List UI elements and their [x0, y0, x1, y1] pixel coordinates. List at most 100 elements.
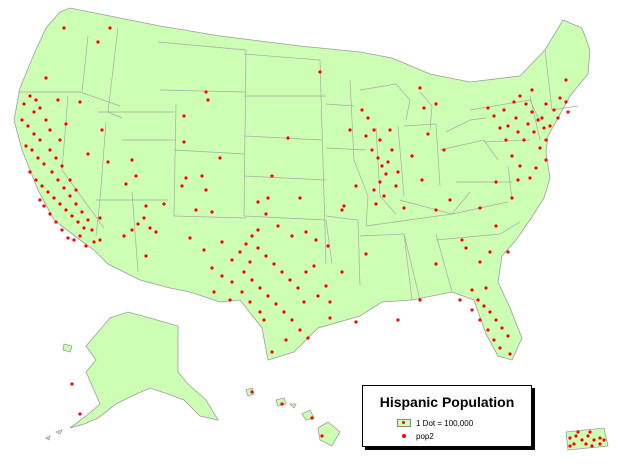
- population-dot: [528, 176, 532, 180]
- population-dot: [212, 290, 216, 294]
- population-dot: [530, 110, 534, 114]
- population-dot: [230, 280, 234, 284]
- population-dot: [516, 178, 520, 182]
- population-dot: [328, 300, 332, 304]
- population-dot: [518, 164, 522, 168]
- population-dot: [78, 234, 82, 238]
- population-dot: [492, 114, 496, 118]
- population-dot: [290, 318, 294, 322]
- population-dot: [264, 212, 268, 216]
- population-dot: [276, 224, 280, 228]
- population-dot: [348, 128, 352, 132]
- population-dot: [290, 234, 294, 238]
- population-dot: [506, 250, 510, 254]
- population-dot: [58, 202, 62, 206]
- population-dot: [556, 116, 560, 120]
- population-dot: [262, 318, 266, 322]
- population-dot: [54, 156, 58, 160]
- population-dot: [576, 430, 580, 434]
- population-dot: [70, 382, 74, 386]
- population-dot: [22, 102, 26, 106]
- population-dot: [256, 246, 260, 250]
- population-dot: [506, 334, 510, 338]
- population-dot: [378, 180, 382, 184]
- population-dot: [218, 156, 222, 160]
- population-dot: [380, 164, 384, 168]
- population-dot: [568, 436, 572, 440]
- puerto-rico: [565, 427, 609, 451]
- population-dot: [220, 240, 224, 244]
- population-dot: [514, 116, 518, 120]
- population-dot: [548, 124, 552, 128]
- population-dot: [386, 160, 390, 164]
- great-lakes-outline: [359, 83, 487, 133]
- population-dot: [74, 188, 78, 192]
- population-dot: [256, 200, 260, 204]
- legend-box: Hispanic Population 1 Dot = 100,000 pop2: [362, 385, 532, 447]
- population-dot: [584, 442, 588, 446]
- population-dot: [448, 198, 452, 202]
- population-dot: [434, 262, 438, 266]
- population-dot: [538, 146, 542, 150]
- population-dot: [602, 438, 606, 442]
- population-dot: [242, 270, 246, 274]
- population-dot: [34, 178, 38, 182]
- population-dot: [32, 110, 36, 114]
- population-dot: [498, 126, 502, 130]
- legend-swatch-dot: [402, 421, 405, 424]
- population-dot: [124, 182, 128, 186]
- population-dot: [586, 434, 590, 438]
- population-dot: [312, 264, 316, 268]
- population-dot: [566, 110, 570, 114]
- population-dot: [258, 310, 262, 314]
- population-dot: [194, 208, 198, 212]
- population-dot: [240, 290, 244, 294]
- population-dot: [298, 328, 302, 332]
- population-dot: [518, 94, 522, 98]
- population-dot: [86, 152, 90, 156]
- population-dot: [266, 196, 270, 200]
- population-dot: [82, 226, 86, 230]
- population-dot: [316, 294, 320, 298]
- alaska-landmass: [69, 311, 219, 429]
- population-dot: [100, 128, 104, 132]
- population-dot: [48, 148, 52, 152]
- population-dot: [78, 412, 82, 416]
- population-dot: [530, 88, 534, 92]
- population-dot: [422, 106, 426, 110]
- population-dot: [80, 210, 84, 214]
- population-dot: [210, 210, 214, 214]
- population-dot: [250, 278, 254, 282]
- population-dot: [122, 234, 126, 238]
- population-dot: [534, 166, 538, 170]
- population-dot: [64, 208, 68, 212]
- population-dot: [74, 202, 78, 206]
- population-dot: [598, 436, 602, 440]
- population-dot: [204, 188, 208, 192]
- population-dot: [48, 212, 52, 216]
- population-dot: [28, 94, 32, 98]
- population-dot: [298, 196, 302, 200]
- population-dot: [418, 298, 422, 302]
- population-dot: [364, 134, 368, 138]
- population-dot: [270, 350, 274, 354]
- population-dot: [470, 308, 474, 312]
- population-dot: [500, 326, 504, 330]
- population-dot: [264, 254, 268, 258]
- population-dot: [504, 138, 508, 142]
- population-dot: [228, 298, 232, 302]
- population-dot: [238, 250, 242, 254]
- population-dot: [60, 228, 64, 232]
- population-dot: [370, 148, 374, 152]
- population-dot: [590, 444, 594, 448]
- population-dot: [508, 352, 512, 356]
- population-dot: [32, 132, 36, 136]
- population-dots: [20, 26, 606, 448]
- population-dot: [162, 202, 166, 206]
- population-dot: [390, 148, 394, 152]
- contiguous-us-landmass: [13, 7, 591, 361]
- population-dot: [396, 170, 400, 174]
- population-dot: [44, 118, 48, 122]
- population-dot: [38, 198, 42, 202]
